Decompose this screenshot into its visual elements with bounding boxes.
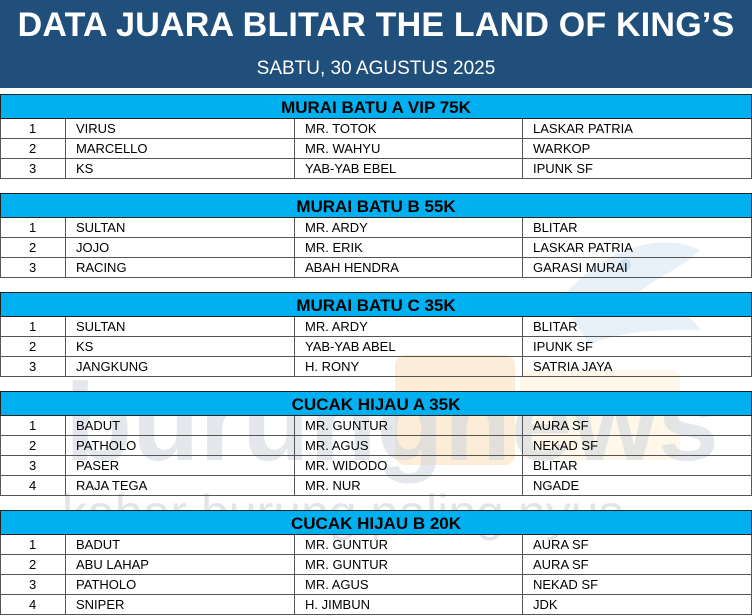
owner-cell: MR. ARDY [295,218,523,238]
owner-cell: YAB-YAB ABEL [295,337,523,357]
rank-cell: 2 [0,436,66,456]
team-cell: LASKAR PATRIA [523,238,752,258]
table-row: 1 BADUT MR. GUNTUR AURA SF [0,535,752,555]
table-row: 3 JANGKUNG H. RONY SATRIA JAYA [0,357,752,377]
table-row: 2 JOJO MR. ERIK LASKAR PATRIA [0,238,752,258]
team-cell: NEKAD SF [523,436,752,456]
bird-name-cell: RAJA TEGA [66,476,295,496]
rank-cell: 1 [0,317,66,337]
owner-cell: MR. WIDODO [295,456,523,476]
table-row: 1 SULTAN MR. ARDY BLITAR [0,317,752,337]
bird-name-cell: BADUT [66,416,295,436]
bird-name-cell: VIRUS [66,119,295,139]
team-cell: BLITAR [523,317,752,337]
owner-cell: MR. WAHYU [295,139,523,159]
bird-name-cell: ABU LAHAP [66,555,295,575]
table-row: 3 PATHOLO MR. AGUS NEKAD SF [0,575,752,595]
team-cell: IPUNK SF [523,159,752,179]
bird-name-cell: PATHOLO [66,575,295,595]
table-row: 1 SULTAN MR. ARDY BLITAR [0,218,752,238]
owner-cell: MR. GUNTUR [295,416,523,436]
result-section: MURAI BATU B 55K 1 SULTAN MR. ARDY BLITAR 2 JO… [0,193,752,278]
result-section: CUCAK HIJAU A 35K 1 BADUT MR. GUNTUR AURA SF… [0,391,752,496]
owner-cell: MR. TOTOK [295,119,523,139]
rank-cell: 4 [0,476,66,496]
page-title: DATA JUARA BLITAR THE LAND OF KING’S [17,6,735,44]
table-row: 2 PATHOLO MR. AGUS NEKAD SF [0,436,752,456]
team-cell: LASKAR PATRIA [523,119,752,139]
section-title: CUCAK HIJAU A 35K [0,391,752,416]
team-cell: IPUNK SF [523,337,752,357]
owner-cell: MR. AGUS [295,436,523,456]
table-row: 4 RAJA TEGA MR. NUR NGADE [0,476,752,496]
team-cell: GARASI MURAI [523,258,752,278]
page-date: SABTU, 30 AGUSTUS 2025 [256,58,496,79]
owner-cell: MR. GUNTUR [295,555,523,575]
bird-name-cell: PATHOLO [66,436,295,456]
team-cell: BLITAR [523,456,752,476]
team-cell: NEKAD SF [523,575,752,595]
owner-cell: ABAH HENDRA [295,258,523,278]
bird-name-cell: RACING [66,258,295,278]
section-title: CUCAK HIJAU B 20K [0,510,752,535]
result-section: MURAI BATU C 35K 1 SULTAN MR. ARDY BLITAR 2 KS… [0,292,752,377]
rank-cell: 2 [0,555,66,575]
table-row: 2 ABU LAHAP MR. GUNTUR AURA SF [0,555,752,575]
header-banner: DATA JUARA BLITAR THE LAND OF KING’S SAB… [0,0,752,88]
bird-name-cell: BADUT [66,535,295,555]
rank-cell: 3 [0,575,66,595]
team-cell: AURA SF [523,416,752,436]
rank-cell: 3 [0,357,66,377]
owner-cell: MR. ARDY [295,317,523,337]
bird-name-cell: SNIPER [66,595,295,615]
bird-name-cell: SULTAN [66,218,295,238]
bird-name-cell: JOJO [66,238,295,258]
bird-name-cell: SULTAN [66,317,295,337]
rank-cell: 3 [0,258,66,278]
table-row: 3 RACING ABAH HENDRA GARASI MURAI [0,258,752,278]
owner-cell: YAB-YAB EBEL [295,159,523,179]
rank-cell: 2 [0,139,66,159]
bird-name-cell: MARCELLO [66,139,295,159]
rank-cell: 3 [0,159,66,179]
section-title: MURAI BATU C 35K [0,292,752,317]
rank-cell: 3 [0,456,66,476]
bird-name-cell: KS [66,337,295,357]
owner-cell: MR. AGUS [295,575,523,595]
owner-cell: H. JIMBUN [295,595,523,615]
rank-cell: 1 [0,416,66,436]
team-cell: SATRIA JAYA [523,357,752,377]
owner-cell: MR. GUNTUR [295,535,523,555]
rank-cell: 4 [0,595,66,615]
bird-name-cell: KS [66,159,295,179]
owner-cell: H. RONY [295,357,523,377]
rank-cell: 1 [0,535,66,555]
team-cell: JDK [523,595,752,615]
table-row: 2 MARCELLO MR. WAHYU WARKOP [0,139,752,159]
team-cell: NGADE [523,476,752,496]
rank-cell: 2 [0,337,66,357]
owner-cell: MR. NUR [295,476,523,496]
section-title: MURAI BATU B 55K [0,193,752,218]
result-section: CUCAK HIJAU B 20K 1 BADUT MR. GUNTUR AURA SF… [0,510,752,615]
table-row: 2 KS YAB-YAB ABEL IPUNK SF [0,337,752,357]
owner-cell: MR. ERIK [295,238,523,258]
table-row: 3 KS YAB-YAB EBEL IPUNK SF [0,159,752,179]
rank-cell: 1 [0,119,66,139]
bird-name-cell: JANGKUNG [66,357,295,377]
table-row: 1 BADUT MR. GUNTUR AURA SF [0,416,752,436]
table-row: 4 SNIPER H. JIMBUN JDK [0,595,752,615]
rank-cell: 2 [0,238,66,258]
team-cell: BLITAR [523,218,752,238]
table-row: 3 PASER MR. WIDODO BLITAR [0,456,752,476]
team-cell: WARKOP [523,139,752,159]
rank-cell: 1 [0,218,66,238]
bird-name-cell: PASER [66,456,295,476]
section-title: MURAI BATU A VIP 75K [0,94,752,119]
team-cell: AURA SF [523,535,752,555]
table-row: 1 VIRUS MR. TOTOK LASKAR PATRIA [0,119,752,139]
result-section: MURAI BATU A VIP 75K 1 VIRUS MR. TOTOK LASKA… [0,94,752,179]
team-cell: AURA SF [523,555,752,575]
